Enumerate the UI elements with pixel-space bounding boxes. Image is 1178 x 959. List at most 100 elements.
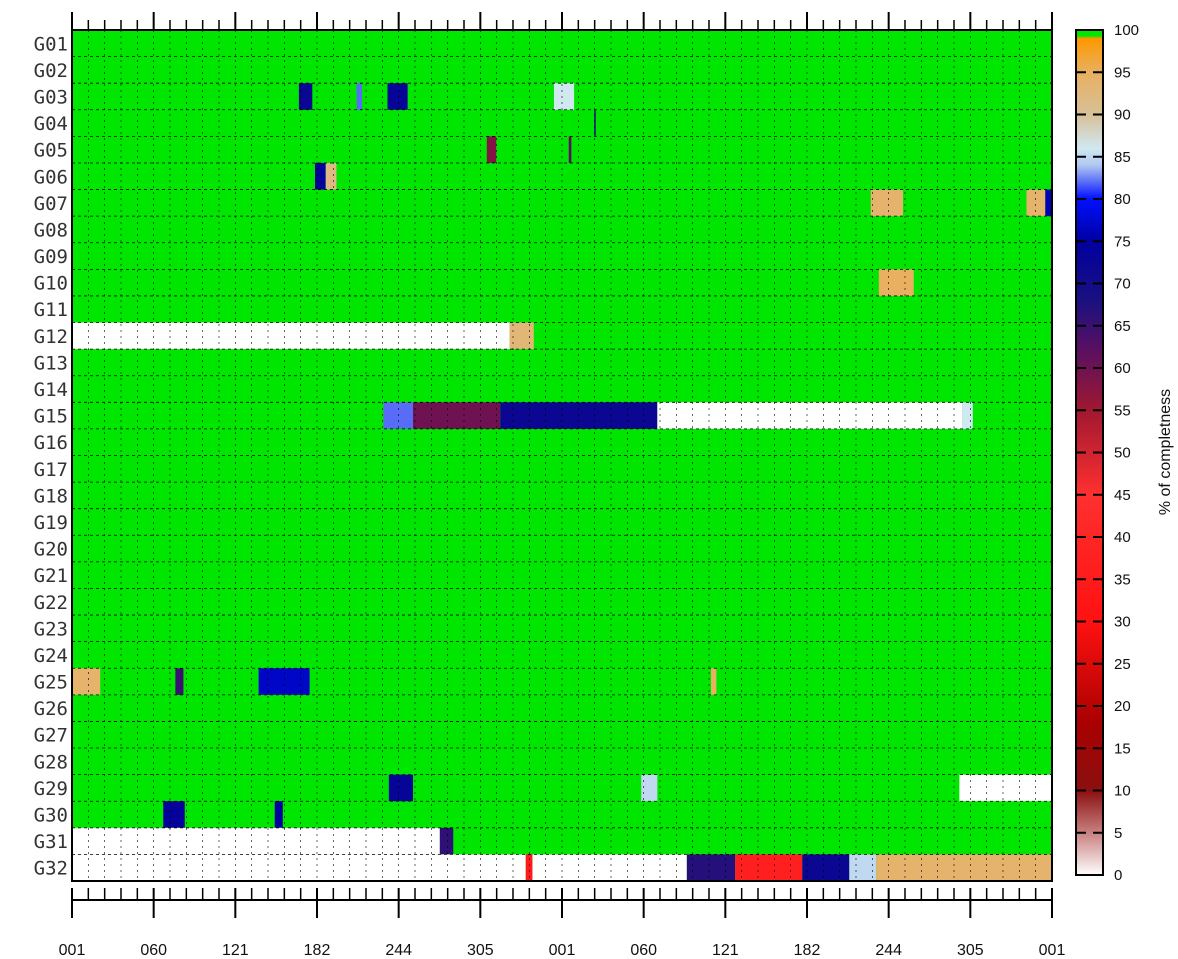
segment-G15 [412, 402, 501, 429]
x-tick-label: 001 [59, 942, 86, 959]
segment-G31 [439, 827, 454, 855]
row-label-G07: G07 [34, 193, 68, 215]
row-label-G13: G13 [34, 352, 68, 374]
row-labels: G01 G02 G03 G04 G05 G06 G07 G08 G09 G10 G11 G12 G13 G… [34, 33, 68, 879]
row-label-G18: G18 [34, 485, 68, 507]
segment-G15 [383, 402, 413, 429]
segment-G32 [72, 854, 526, 881]
x-axis [71, 888, 1053, 918]
x-tick-label: 060 [630, 942, 657, 959]
segment-G32 [735, 854, 803, 881]
segment-G06 [314, 162, 326, 190]
row-label-G26: G26 [34, 698, 68, 720]
segment-G29 [959, 774, 1052, 802]
row-label-G24: G24 [34, 645, 68, 667]
low-completeness-segments [72, 83, 1052, 881]
segment-G32 [876, 854, 1052, 881]
segment-G15 [657, 402, 963, 429]
colorbar-ticks: 0 5 10 15 20 25 30 35 40 45 50 55 60 65 70 75 80 85 90 95 10… [1076, 22, 1139, 884]
segment-G29 [388, 774, 413, 802]
row-label-G15: G15 [34, 406, 68, 428]
colorbar-tick-label: 20 [1114, 698, 1131, 715]
row-label-G30: G30 [34, 805, 68, 827]
row-label-G09: G09 [34, 246, 68, 268]
segment-G07 [1026, 189, 1046, 217]
row-label-G03: G03 [34, 86, 68, 108]
colorbar-title: % of completness [1157, 389, 1174, 515]
x-tick-label: 001 [549, 942, 576, 959]
segment-G32 [849, 854, 877, 881]
x-tick-label: 001 [1039, 942, 1066, 959]
segment-G15 [500, 402, 658, 429]
x-tick-label: 060 [140, 942, 167, 959]
segment-G12 [72, 322, 510, 350]
x-tick-label: 121 [222, 942, 249, 959]
segment-G29 [641, 774, 658, 802]
row-label-G01: G01 [34, 33, 68, 55]
segment-G32 [686, 854, 736, 881]
gridlines [72, 30, 1052, 881]
row-label-G19: G19 [34, 512, 68, 534]
colorbar-tick-label: 25 [1114, 656, 1131, 673]
row-label-G16: G16 [34, 432, 68, 454]
colorbar-tick-label: 35 [1114, 571, 1131, 588]
row-label-G22: G22 [34, 592, 68, 614]
segment-G03 [356, 83, 362, 110]
segment-G32 [532, 854, 687, 881]
row-label-G17: G17 [34, 459, 68, 481]
row-label-G23: G23 [34, 618, 68, 640]
colorbar: 0 5 10 15 20 25 30 35 40 45 50 55 60 65 70 75 80 85 90 95 10… [1075, 22, 1174, 884]
segment-G10 [878, 269, 914, 296]
segment-G07 [1045, 189, 1052, 217]
row-label-G12: G12 [34, 326, 68, 348]
colorbar-tick-label: 5 [1114, 825, 1122, 842]
segment-G30 [163, 801, 185, 828]
x-tick-label: 244 [875, 942, 902, 959]
plot-area [71, 29, 1053, 882]
x-tick-label: 182 [304, 942, 331, 959]
segment-G07 [870, 189, 903, 217]
colorbar-tick-label: 85 [1114, 149, 1131, 166]
x-tick-label: 121 [712, 942, 739, 959]
x-tick-label: 244 [385, 942, 412, 959]
x-tick-label: 305 [957, 942, 984, 959]
segment-G05 [486, 136, 497, 163]
x-tick-labels: 001 060 121 182 244 305 001 060 121 182 244 305 001 [59, 942, 1066, 959]
row-label-G02: G02 [34, 60, 68, 82]
colorbar-tick-label: 0 [1114, 867, 1122, 884]
colorbar-tick-label: 70 [1114, 276, 1131, 293]
segment-G12 [509, 322, 534, 350]
colorbar-tick-label: 100 [1114, 22, 1139, 39]
row-label-G31: G31 [34, 831, 68, 853]
row-label-G25: G25 [34, 672, 68, 694]
row-label-G14: G14 [34, 379, 68, 401]
segment-G25 [175, 668, 184, 695]
top-tick-marks [71, 12, 1053, 30]
segment-G32 [525, 854, 533, 881]
segment-G03 [298, 83, 313, 110]
segment-G05 [568, 136, 572, 163]
colorbar-tick-label: 65 [1114, 318, 1131, 335]
row-label-G20: G20 [34, 539, 68, 561]
row-label-G05: G05 [34, 140, 68, 162]
segment-G15 [962, 402, 973, 429]
row-label-G27: G27 [34, 725, 68, 747]
row-label-G32: G32 [34, 858, 68, 880]
colorbar-tick-label: 10 [1114, 783, 1131, 800]
segment-G30 [274, 801, 283, 828]
segment-G31 [72, 827, 440, 855]
x-tick-label: 182 [794, 942, 821, 959]
segment-G32 [802, 854, 850, 881]
segment-G06 [325, 162, 337, 190]
x-tick-label: 305 [467, 942, 494, 959]
row-label-G11: G11 [34, 299, 68, 321]
segment-G03 [387, 83, 408, 110]
row-label-G28: G28 [34, 751, 68, 773]
segment-G25 [711, 668, 717, 695]
colorbar-tick-label: 90 [1114, 107, 1131, 124]
segment-G04 [594, 109, 596, 137]
colorbar-tick-label: 95 [1114, 64, 1131, 81]
row-label-G04: G04 [34, 113, 68, 135]
colorbar-tick-label: 75 [1114, 233, 1131, 250]
